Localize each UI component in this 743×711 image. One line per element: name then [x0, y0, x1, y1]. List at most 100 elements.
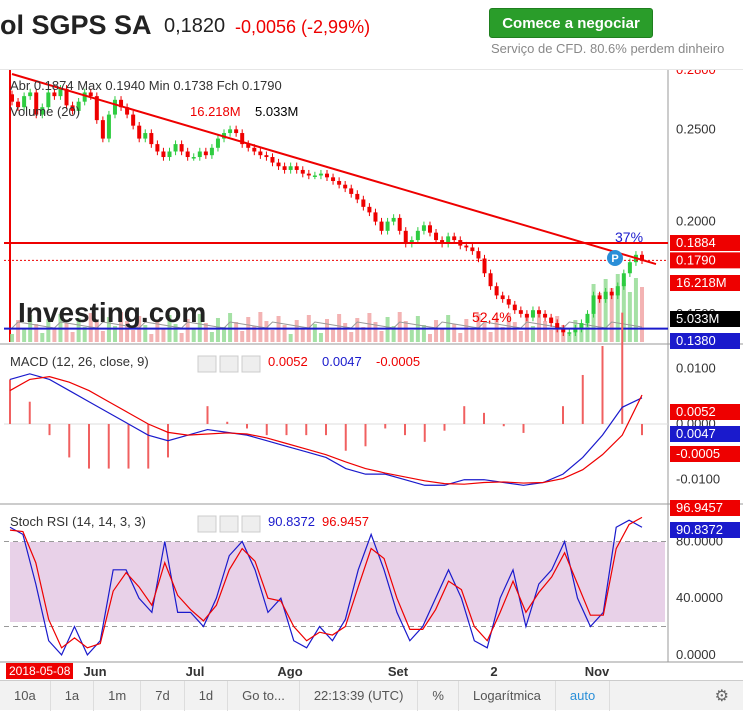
stoch-label: Stoch RSI (14, 14, 3, 3)	[10, 514, 146, 529]
candle-body	[88, 92, 93, 97]
stoch-tick: 40.0000	[676, 590, 723, 605]
p-marker-label: P	[611, 253, 618, 265]
last-price: 0,1820	[164, 15, 226, 37]
volume-bar	[597, 293, 602, 342]
volume-bar	[331, 328, 336, 342]
volume-bar	[112, 326, 117, 342]
candle-body	[294, 166, 299, 170]
candle-body	[561, 328, 566, 333]
percent-toggle[interactable]: %	[418, 680, 459, 711]
volume-bar	[567, 334, 572, 342]
volume-bar	[579, 329, 584, 342]
range-7d-button[interactable]: 7d	[141, 680, 185, 711]
x-axis-label: Jul	[186, 664, 205, 679]
price-tick-top: 0.2800	[676, 70, 716, 77]
macd-badge-bg	[670, 426, 740, 442]
volume-bar	[94, 322, 99, 342]
volume-bar	[155, 320, 160, 342]
price-badge-bg	[670, 275, 740, 291]
candle-body	[143, 133, 148, 139]
volume-bar	[70, 332, 75, 342]
candle-body	[258, 151, 263, 156]
candle-body	[403, 230, 408, 244]
candle-body	[549, 317, 554, 324]
candle-body	[476, 251, 481, 259]
candle-body	[573, 328, 578, 333]
macd-value-2: 0.0047	[322, 354, 362, 369]
candle-body	[627, 262, 632, 274]
indicator-control-icon	[197, 515, 217, 533]
settings-gear-icon[interactable]: ⚙	[714, 687, 729, 705]
price-badge-bg	[670, 235, 740, 252]
volume-bar	[488, 332, 493, 342]
volume-bar	[627, 292, 632, 342]
range-1y-button[interactable]: 1a	[51, 680, 95, 711]
chart-svg[interactable]: Investing.com Abr 0.1874 Max 0.1940 Min 0…	[0, 70, 743, 680]
auto-scale-toggle[interactable]: auto	[556, 680, 611, 711]
volume-bar	[149, 334, 154, 342]
volume-bar	[537, 312, 542, 342]
volume-bar	[131, 330, 136, 342]
volume-bar	[500, 327, 505, 342]
candle-body	[203, 151, 208, 156]
candle-body	[343, 184, 348, 189]
range-1d-button[interactable]: 1d	[185, 680, 229, 711]
candle-body	[597, 295, 602, 300]
start-trading-button[interactable]: Comece a negociar	[489, 8, 653, 38]
candle-body	[367, 206, 372, 213]
candle-body	[94, 96, 99, 121]
range-1m-button[interactable]: 1m	[94, 680, 142, 711]
candle-body	[167, 151, 172, 158]
volume-bar	[494, 318, 499, 342]
candle-body	[331, 177, 336, 182]
volume-bar	[288, 334, 293, 342]
p-marker	[607, 250, 623, 266]
candle-body	[512, 304, 517, 311]
volume-bar	[125, 321, 130, 342]
candle-body	[397, 217, 402, 231]
candle-body	[615, 286, 620, 296]
candle-body	[252, 147, 257, 152]
candle-body	[591, 295, 596, 314]
macd-value-1: 0.0052	[268, 354, 308, 369]
candle-body	[494, 286, 499, 296]
instrument-title: ol SGPS SA	[0, 10, 152, 40]
volume-bar	[379, 331, 384, 342]
candle-body	[415, 230, 420, 241]
go-to-button[interactable]: Go to...	[228, 680, 300, 711]
indicator-control-icon	[219, 515, 239, 533]
candle-body	[312, 175, 317, 177]
candle-body	[264, 155, 269, 158]
candle-body	[434, 232, 439, 241]
candle-body	[100, 120, 105, 139]
candle-body	[282, 166, 287, 170]
price-badge: 0.1790	[676, 252, 716, 267]
candle-body	[537, 310, 542, 314]
indicator-control-icon	[241, 515, 261, 533]
ohlc-readout: Abr 0.1874 Max 0.1940 Min 0.1738 Fch 0.1…	[10, 78, 282, 93]
volume-label: Volume (20)	[10, 104, 80, 119]
volume-bar	[82, 327, 87, 342]
candle-body	[161, 151, 166, 158]
header: ol SGPS SA 0,1820 -0,0056 (-2,99%) Comec…	[0, 0, 743, 70]
log-scale-toggle[interactable]: Logarítmica	[459, 680, 556, 711]
volume-bar	[640, 287, 644, 342]
candle-body	[16, 101, 21, 108]
x-axis-label: Nov	[585, 664, 610, 679]
x-axis-label: Set	[388, 664, 409, 679]
candle-body	[640, 254, 644, 261]
candle-body	[621, 273, 626, 287]
price-badge: 0.1380	[676, 333, 716, 348]
candle-body	[355, 193, 360, 200]
candle-body	[609, 291, 614, 296]
volume-bar	[318, 333, 323, 342]
macd-badge: 0.0047	[676, 426, 716, 441]
cfd-disclaimer: Serviço de CFD. 80.6% perdem dinheiro	[491, 41, 725, 56]
volume-bar	[434, 320, 439, 342]
range-10y-button[interactable]: 10a	[0, 680, 51, 711]
candle-body	[179, 144, 184, 152]
volume-bar	[240, 331, 245, 342]
macd-badge-bg	[670, 404, 740, 420]
price-change: -0,0056 (-2,99%)	[235, 17, 371, 37]
candle-body	[482, 258, 487, 274]
